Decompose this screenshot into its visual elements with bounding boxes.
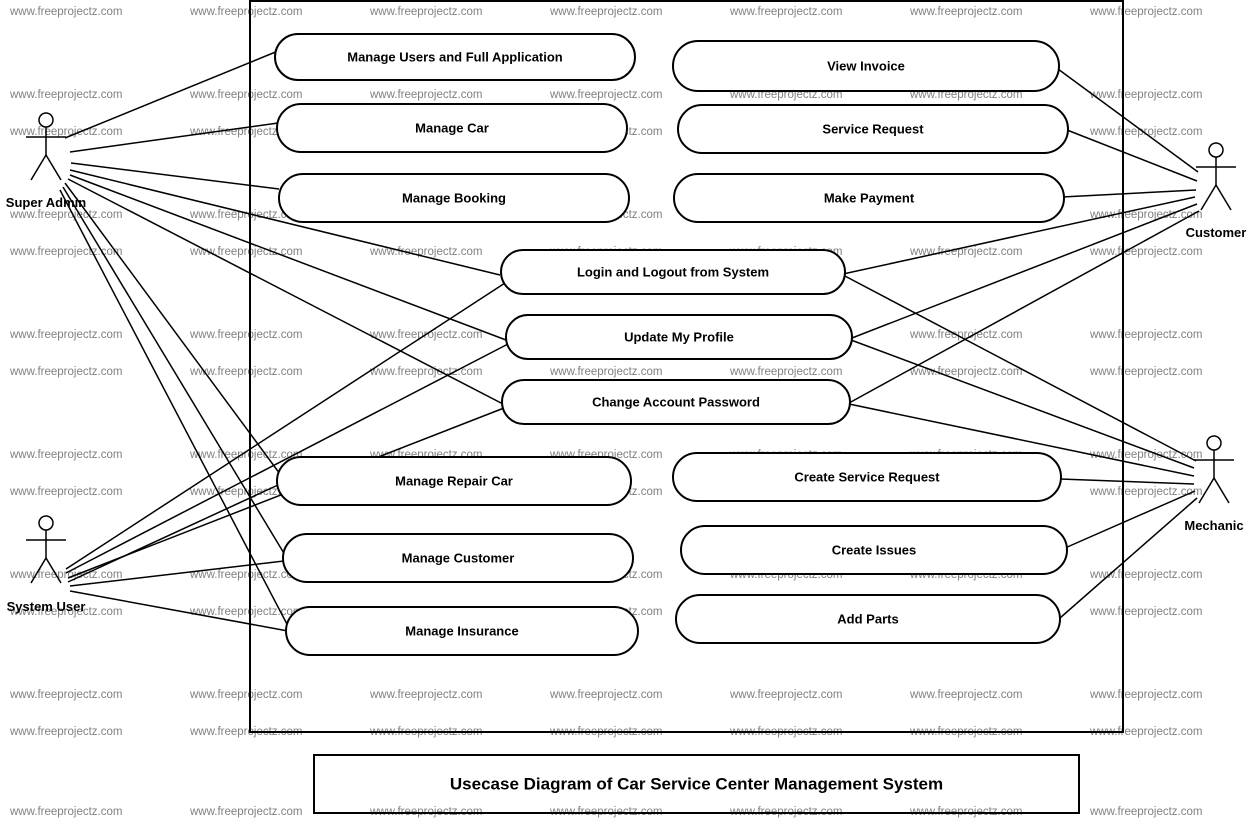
actor-customer: Customer bbox=[1186, 143, 1247, 240]
uc-manage-booking: Manage Booking bbox=[279, 174, 629, 222]
uc-update-profile: Update My Profile bbox=[506, 315, 852, 359]
diagram-title: Usecase Diagram of Car Service Center Ma… bbox=[450, 774, 943, 793]
watermark-text: www.freeprojectz.com bbox=[1089, 126, 1202, 138]
actor-mechanic-label: Mechanic bbox=[1184, 518, 1243, 533]
watermark-text: www.freeprojectz.com bbox=[1089, 246, 1202, 258]
watermark-text: www.freeprojectz.com bbox=[1089, 689, 1202, 701]
association-edge bbox=[1058, 69, 1198, 172]
watermark-text: www.freeprojectz.com bbox=[369, 89, 482, 101]
usecase-diagram-svg: www.freeprojectz.com www.freeprojectz.com… bbox=[0, 0, 1255, 819]
association-edge bbox=[1060, 498, 1197, 618]
uc-change-password-label: Change Account Password bbox=[592, 394, 760, 409]
watermark-text: www.freeprojectz.com bbox=[729, 366, 842, 378]
watermark-text: www.freeprojectz.com bbox=[909, 6, 1022, 18]
uc-make-payment-label: Make Payment bbox=[824, 190, 915, 205]
association-edge bbox=[1062, 190, 1196, 197]
watermark-text: www.freeprojectz.com bbox=[189, 366, 302, 378]
watermark-text: www.freeprojectz.com bbox=[189, 806, 302, 818]
association-edge bbox=[851, 340, 1194, 468]
actor-customer-label: Customer bbox=[1186, 225, 1247, 240]
actor-system-user-label: System User bbox=[7, 599, 86, 614]
watermark-text: www.freeprojectz.com bbox=[1089, 329, 1202, 341]
watermark-text: www.freeprojectz.com bbox=[729, 689, 842, 701]
watermark-text: www.freeprojectz.com bbox=[9, 6, 122, 18]
uc-create-sr-label: Create Service Request bbox=[794, 469, 940, 484]
uc-make-payment: Make Payment bbox=[674, 174, 1064, 222]
uc-login: Login and Logout from System bbox=[501, 250, 845, 294]
uc-manage-insurance: Manage Insurance bbox=[286, 607, 638, 655]
watermark-text: www.freeprojectz.com bbox=[369, 689, 482, 701]
watermark-text: www.freeprojectz.com bbox=[9, 89, 122, 101]
actor-super-admin-label: Super Admin bbox=[6, 195, 86, 210]
actor-system-user: System User bbox=[7, 516, 86, 614]
association-edge bbox=[852, 204, 1197, 338]
watermark-text: www.freeprojectz.com bbox=[189, 89, 302, 101]
uc-service-request: Service Request bbox=[678, 105, 1068, 153]
association-edge bbox=[1065, 491, 1195, 548]
uc-manage-customer: Manage Customer bbox=[283, 534, 633, 582]
watermark-text: www.freeprojectz.com bbox=[9, 366, 122, 378]
association-edge bbox=[71, 163, 279, 189]
watermark-text: www.freeprojectz.com bbox=[1089, 569, 1202, 581]
watermark-text: www.freeprojectz.com bbox=[9, 486, 122, 498]
watermark-text: www.freeprojectz.com bbox=[1089, 806, 1202, 818]
uc-view-invoice: View Invoice bbox=[673, 41, 1059, 91]
uc-manage-users-label: Manage Users and Full Application bbox=[347, 49, 563, 64]
watermark-text: www.freeprojectz.com bbox=[909, 689, 1022, 701]
uc-manage-car: Manage Car bbox=[277, 104, 627, 152]
uc-manage-users: Manage Users and Full Application bbox=[275, 34, 635, 80]
uc-add-parts-label: Add Parts bbox=[837, 611, 898, 626]
uc-manage-booking-label: Manage Booking bbox=[402, 190, 506, 205]
watermark-text: www.freeprojectz.com bbox=[729, 6, 842, 18]
watermark-text: www.freeprojectz.com bbox=[9, 126, 122, 138]
watermark-text: www.freeprojectz.com bbox=[189, 6, 302, 18]
uc-manage-car-label: Manage Car bbox=[415, 120, 489, 135]
uc-manage-customer-label: Manage Customer bbox=[402, 550, 515, 565]
watermark-text: www.freeprojectz.com bbox=[189, 689, 302, 701]
uc-update-profile-label: Update My Profile bbox=[624, 329, 734, 344]
watermark-text: www.freeprojectz.com bbox=[1089, 6, 1202, 18]
uc-service-request-label: Service Request bbox=[822, 121, 924, 136]
watermark-text: www.freeprojectz.com bbox=[549, 89, 662, 101]
watermark-text: www.freeprojectz.com bbox=[9, 806, 122, 818]
uc-create-sr: Create Service Request bbox=[673, 453, 1061, 501]
watermark-text: www.freeprojectz.com bbox=[549, 366, 662, 378]
uc-change-password: Change Account Password bbox=[502, 380, 850, 424]
uc-manage-repair-label: Manage Repair Car bbox=[395, 473, 513, 488]
association-edge bbox=[1060, 479, 1194, 484]
uc-create-issues-label: Create Issues bbox=[832, 542, 917, 557]
watermark-text: www.freeprojectz.com bbox=[549, 6, 662, 18]
watermark-text: www.freeprojectz.com bbox=[1089, 486, 1202, 498]
uc-login-label: Login and Logout from System bbox=[577, 264, 769, 279]
watermark-text: www.freeprojectz.com bbox=[369, 6, 482, 18]
watermark-text: www.freeprojectz.com bbox=[9, 726, 122, 738]
watermark-text: www.freeprojectz.com bbox=[549, 689, 662, 701]
uc-manage-insurance-label: Manage Insurance bbox=[405, 623, 518, 638]
uc-view-invoice-label: View Invoice bbox=[827, 58, 905, 73]
watermark-text: www.freeprojectz.com bbox=[9, 569, 122, 581]
watermark-text: www.freeprojectz.com bbox=[9, 329, 122, 341]
uc-manage-repair: Manage Repair Car bbox=[277, 457, 631, 505]
watermark-text: www.freeprojectz.com bbox=[1089, 366, 1202, 378]
uc-add-parts: Add Parts bbox=[676, 595, 1060, 643]
watermark-text: www.freeprojectz.com bbox=[1089, 606, 1202, 618]
watermark-text: www.freeprojectz.com bbox=[369, 366, 482, 378]
watermark-text: www.freeprojectz.com bbox=[1089, 89, 1202, 101]
uc-create-issues: Create Issues bbox=[681, 526, 1067, 574]
watermark-text: www.freeprojectz.com bbox=[189, 329, 302, 341]
watermark-text: www.freeprojectz.com bbox=[9, 209, 122, 221]
watermark-text: www.freeprojectz.com bbox=[9, 689, 122, 701]
watermark-text: www.freeprojectz.com bbox=[9, 449, 122, 461]
